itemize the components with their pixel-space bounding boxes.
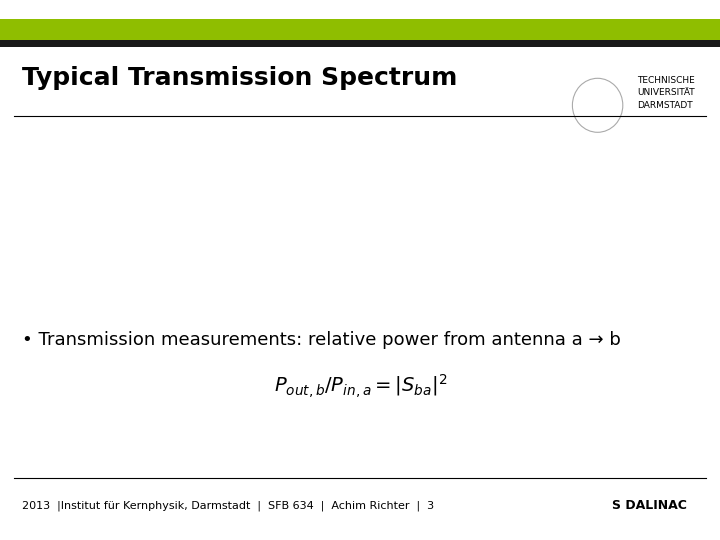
Text: 2013  |Institut für Kernphysik, Darmstadt  |  SFB 634  |  Achim Richter  |  3: 2013 |Institut für Kernphysik, Darmstadt… [22, 501, 433, 511]
Text: S DALINAC: S DALINAC [612, 500, 687, 512]
Text: TECHNISCHE
UNIVERSITÄT
DARMSTADT: TECHNISCHE UNIVERSITÄT DARMSTADT [637, 76, 695, 110]
Text: Typical Transmission Spectrum: Typical Transmission Spectrum [22, 66, 457, 90]
Bar [0, 19, 720, 40]
Text: $P_{out,b} / P_{in,a} = |S_{ba}|^2$: $P_{out,b} / P_{in,a} = |S_{ba}|^2$ [274, 373, 447, 400]
Bar [0, 40, 720, 47]
Text: • Transmission measurements: relative power from antenna a → b: • Transmission measurements: relative po… [22, 331, 621, 349]
